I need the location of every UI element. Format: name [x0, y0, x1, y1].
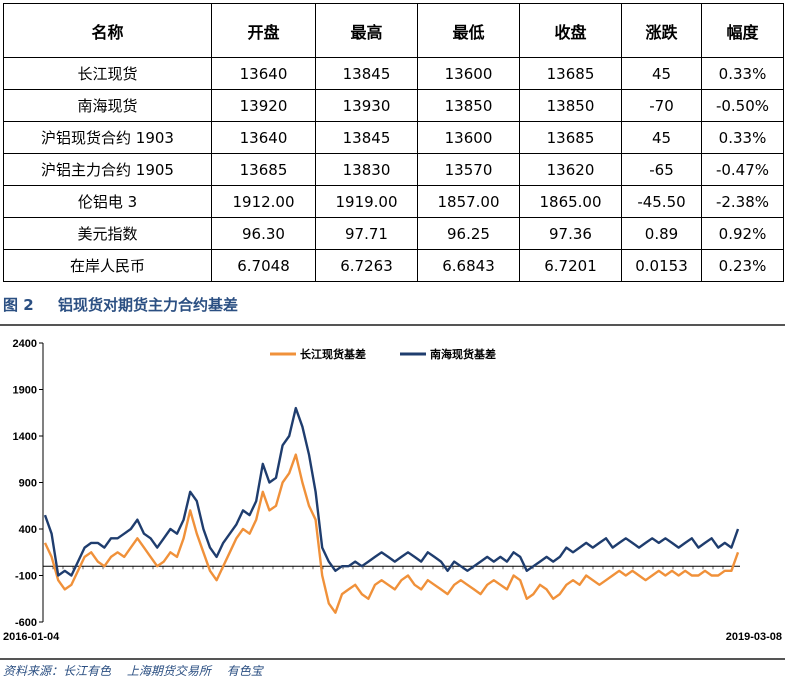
table-cell: 0.92%: [701, 217, 784, 250]
table-cell: 伦铝电 3: [3, 185, 212, 218]
series-line-1: [43, 406, 740, 577]
header-close: 收盘: [519, 3, 622, 58]
table-row: 伦铝电 3 1912.00 1919.00 1857.00 1865.00 -45.50-…: [3, 185, 784, 218]
source-label: 资料来源：长江有色: [3, 664, 112, 678]
y-tick-label: 400: [19, 524, 37, 536]
basis-line-chart: 2400 1900 1400 900 400 -100 -600 长江现货基差 南海现货基差 20…: [3, 338, 782, 643]
table-cell: 1919.00: [315, 185, 418, 218]
figure-bottom-rule: [0, 658, 785, 660]
table-cell: 45: [621, 57, 702, 90]
table-cell: 13600: [417, 121, 520, 154]
y-tick-label: 2400: [13, 338, 37, 350]
table-cell: 在岸人民币: [3, 249, 212, 282]
legend-label-1: 南海现货基差: [430, 347, 496, 361]
header-name: 名称: [3, 3, 212, 58]
table-cell: 1912.00: [211, 185, 316, 218]
table-cell: -65: [621, 153, 702, 186]
figure-title: 图 2 铝现货对期货主力合约基差: [3, 294, 238, 315]
table-cell: -0.50%: [701, 89, 784, 122]
source-item-youse: 有色宝: [226, 664, 263, 678]
header-open: 开盘: [211, 3, 316, 58]
table-cell: 13570: [417, 153, 520, 186]
quote-table: 名称 开盘 最高 最低 收盘 涨跌 幅度 长江现货 13640 13845 13600…: [3, 3, 784, 282]
table-cell: 13600: [417, 57, 520, 90]
header-percent: 幅度: [701, 3, 784, 58]
table-cell: 0.89: [621, 217, 702, 250]
table-row: 美元指数 96.30 97.71 96.25 97.36 0.89 0.92%: [3, 217, 784, 250]
table-cell: 97.36: [519, 217, 622, 250]
table-cell: -70: [621, 89, 702, 122]
table-cell: 0.33%: [701, 57, 784, 90]
table-cell: 13685: [211, 153, 316, 186]
table-cell: 长江现货: [3, 57, 212, 90]
table-cell: 13685: [519, 121, 622, 154]
table-cell: 96.25: [417, 217, 520, 250]
table-cell: -0.47%: [701, 153, 784, 186]
table-row: 长江现货 13640 13845 13600 13685 45 0.33%: [3, 57, 784, 90]
table-cell: 13845: [315, 57, 418, 90]
table-cell: 0.23%: [701, 249, 784, 282]
header-change: 涨跌: [621, 3, 702, 58]
y-tick-label: -600: [15, 617, 37, 629]
table-cell: 13620: [519, 153, 622, 186]
legend-label-0: 长江现货基差: [300, 347, 366, 361]
table-header-row: 名称 开盘 最高 最低 收盘 涨跌 幅度: [3, 3, 784, 58]
table-row: 在岸人民币 6.7048 6.7263 6.6843 6.7201 0.0153 0.23%: [3, 249, 784, 282]
table-cell: 6.6843: [417, 249, 520, 282]
source-item-shfe: 上海期货交易所: [126, 664, 211, 678]
table-cell: 6.7263: [315, 249, 418, 282]
header-high: 最高: [315, 3, 418, 58]
y-tick-label: 1900: [13, 385, 37, 397]
y-tick-label: -100: [15, 571, 37, 583]
table-body: 长江现货 13640 13845 13600 13685 45 0.33% 南海现货 13920…: [3, 57, 784, 282]
table-cell: 1865.00: [519, 185, 622, 218]
table-cell: 美元指数: [3, 217, 212, 250]
table-cell: 沪铝主力合约 1905: [3, 153, 212, 186]
table-cell: 13850: [519, 89, 622, 122]
table-row: 沪铝主力合约 1905 13685 13830 13570 13620 -65 -0.47%: [3, 153, 784, 186]
table-cell: 13685: [519, 57, 622, 90]
table-cell: 45: [621, 121, 702, 154]
y-tick-label: 900: [19, 478, 37, 490]
figure-top-rule: [0, 324, 785, 326]
table-cell: 13830: [315, 153, 418, 186]
table-cell: 96.30: [211, 217, 316, 250]
table-cell: 沪铝现货合约 1903: [3, 121, 212, 154]
y-tick-label: 1400: [13, 431, 37, 443]
series-line-0: [43, 453, 740, 614]
figure-caption: 铝现货对期货主力合约基差: [58, 296, 239, 314]
table-cell: 13930: [315, 89, 418, 122]
table-row: 沪铝现货合约 1903 13640 13845 13600 13685 45 0.33%: [3, 121, 784, 154]
table-cell: -2.38%: [701, 185, 784, 218]
table-cell: 6.7201: [519, 249, 622, 282]
table-cell: 1857.00: [417, 185, 520, 218]
table-cell: 13850: [417, 89, 520, 122]
table-cell: 97.71: [315, 217, 418, 250]
table-cell: 13640: [211, 121, 316, 154]
table-cell: -45.50: [621, 185, 702, 218]
header-low: 最低: [417, 3, 520, 58]
table-cell: 13640: [211, 57, 316, 90]
table-row: 南海现货 13920 13930 13850 13850 -70 -0.50%: [3, 89, 784, 122]
table-cell: 0.0153: [621, 249, 702, 282]
figure-number: 图 2: [3, 296, 34, 314]
table-cell: 南海现货: [3, 89, 212, 122]
source-note: 资料来源：长江有色 上海期货交易所 有色宝: [3, 662, 275, 679]
table-cell: 6.7048: [211, 249, 316, 282]
x-tick-label-start: 2016-01-04: [3, 631, 60, 643]
table-cell: 13845: [315, 121, 418, 154]
table-cell: 13920: [211, 89, 316, 122]
table-cell: 0.33%: [701, 121, 784, 154]
x-tick-label-end: 2019-03-08: [726, 631, 782, 643]
